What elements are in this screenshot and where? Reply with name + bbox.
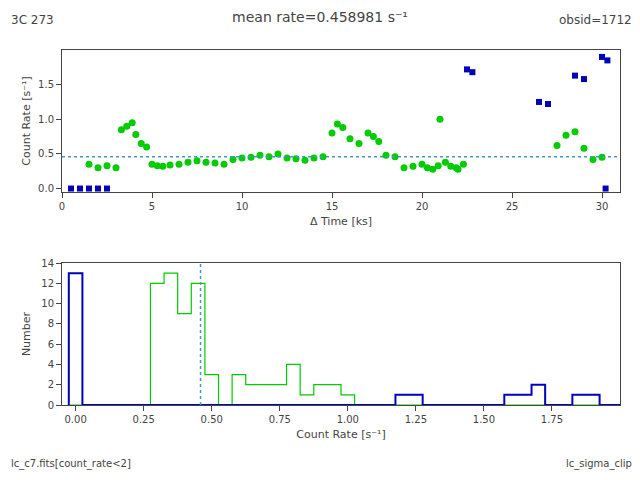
svg-text:5: 5 (149, 201, 155, 212)
svg-text:0.0: 0.0 (38, 183, 54, 194)
svg-text:2: 2 (48, 379, 54, 390)
svg-text:14: 14 (41, 258, 54, 269)
svg-text:1.75: 1.75 (541, 414, 563, 425)
svg-text:0.75: 0.75 (269, 414, 291, 425)
svg-text:1.25: 1.25 (405, 414, 427, 425)
svg-text:Count Rate [s⁻¹]: Count Rate [s⁻¹] (296, 428, 385, 441)
svg-text:mean rate=0.458981 s⁻¹: mean rate=0.458981 s⁻¹ (232, 9, 408, 25)
svg-text:25: 25 (506, 201, 519, 212)
svg-text:0.50: 0.50 (201, 414, 223, 425)
svg-text:1.00: 1.00 (337, 414, 359, 425)
svg-text:lc_c7.fits[count_rate<2]: lc_c7.fits[count_rate<2] (11, 458, 131, 470)
svg-text:10: 10 (41, 298, 54, 309)
svg-text:1.0: 1.0 (38, 114, 54, 125)
svg-text:Number: Number (20, 311, 33, 356)
svg-text:lc_sigma_clip: lc_sigma_clip (566, 458, 632, 470)
svg-text:Δ Time [ks]: Δ Time [ks] (310, 215, 372, 228)
svg-text:0.00: 0.00 (64, 414, 86, 425)
svg-text:10: 10 (236, 201, 249, 212)
svg-text:15: 15 (326, 201, 339, 212)
svg-text:30: 30 (596, 201, 609, 212)
svg-text:4: 4 (48, 359, 54, 370)
svg-text:0.25: 0.25 (133, 414, 155, 425)
svg-text:20: 20 (416, 201, 429, 212)
svg-text:obsid=1712: obsid=1712 (559, 13, 632, 27)
svg-text:6: 6 (48, 339, 54, 350)
svg-text:0: 0 (48, 400, 54, 411)
svg-text:12: 12 (41, 278, 54, 289)
svg-text:1.50: 1.50 (473, 414, 495, 425)
svg-text:0.5: 0.5 (38, 148, 54, 159)
svg-text:8: 8 (48, 318, 54, 329)
svg-text:Count Rate [s⁻¹]: Count Rate [s⁻¹] (20, 76, 33, 165)
svg-text:1.5: 1.5 (38, 79, 54, 90)
svg-text:3C 273: 3C 273 (11, 13, 54, 27)
svg-text:0: 0 (59, 201, 65, 212)
